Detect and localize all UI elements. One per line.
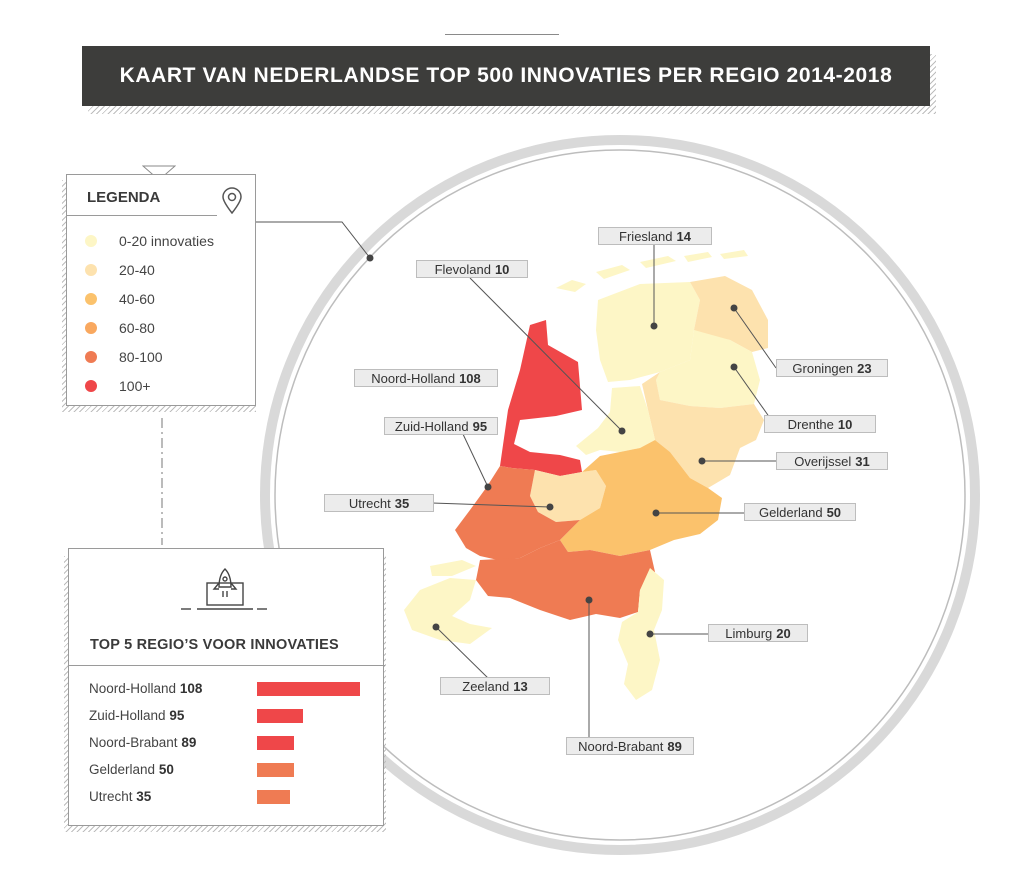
callout-zuid-holland: Zuid-Holland 95 [384,417,498,435]
legend-label: 60-80 [119,320,155,336]
legend-item: 60-80 [85,319,155,337]
legend-item: 100+ [85,377,151,395]
callout-noord-brabant: Noord-Brabant 89 [566,737,694,755]
callout-friesland: Friesland 14 [598,227,712,245]
legend-swatch [85,322,97,334]
region-gelderland [560,440,722,556]
top5-row: Utrecht 35 [89,789,151,807]
region-limburg [618,568,664,700]
top5-row: Gelderland 50 [89,762,174,780]
legend-connector [256,221,371,259]
callout-overijssel: Overijssel 31 [776,452,888,470]
legend-swatch [85,380,97,392]
top5-bar [257,709,303,723]
legend-divider [67,215,217,216]
callout-flevoland: Flevoland 10 [416,260,528,278]
legend-label: 40-60 [119,291,155,307]
legend-swatch [85,264,97,276]
top5-row-value: 89 [181,735,197,750]
region-noord-brabant [476,540,655,620]
top5-row-name: Noord-Brabant [89,735,178,750]
top5-bar [257,736,294,750]
top5-divider [69,665,385,666]
legend-label: 20-40 [119,262,155,278]
legend-label: 100+ [119,378,151,394]
callout-groningen: Groningen 23 [776,359,888,377]
map-circle-inner [274,149,966,841]
top5-row-name: Utrecht [89,789,133,804]
legend-item: 40-60 [85,290,155,308]
top5-row-value: 95 [169,708,185,723]
region-drenthe [656,330,760,408]
top5-row: Noord-Brabant 89 [89,735,196,753]
region-groningen [690,276,768,352]
top5-bar [257,790,290,804]
top5-row: Noord-Holland 108 [89,681,202,699]
legend-item: 0-20 innovaties [85,232,214,250]
island-terschelling [640,256,676,268]
island-goeree [430,560,476,576]
legend-label: 80-100 [119,349,163,365]
map-circle-frame [260,135,980,855]
legend-panel: LEGENDA 0-20 innovaties 20-40 40-60 60-80 80… [66,174,256,406]
top5-row: Zuid-Holland 95 [89,708,184,726]
top5-title: TOP 5 REGIO’S VOOR INNOVATIES [90,637,339,653]
legend-item: 80-100 [85,348,163,366]
region-zeeland [404,578,492,644]
map-pin-icon [222,187,242,215]
island-schiermonnikoog [720,250,748,259]
region-noord-holland [500,320,582,476]
top5-row-value: 50 [158,762,174,777]
callout-noord-holland: Noord-Holland 108 [354,369,498,387]
legend-label: 0-20 innovaties [119,233,214,249]
page-title: KAART VAN NEDERLANDSE TOP 500 INNOVATIES… [82,46,930,106]
callout-gelderland: Gelderland 50 [744,503,856,521]
island-vlieland [596,265,630,279]
legend-item: 20-40 [85,261,155,279]
top5-panel: TOP 5 REGIO’S VOOR INNOVATIES Noord-Holl… [68,548,385,826]
top5-row-value: 108 [179,681,203,696]
legend-swatch [85,351,97,363]
region-friesland [596,282,700,382]
callout-zeeland: Zeeland 13 [440,677,550,695]
rocket-laptop-icon [181,568,267,610]
region-flevoland [576,386,655,455]
legend-swatch [85,235,97,247]
title-top-rule [445,34,559,35]
island-ameland [684,252,712,262]
legend-title: LEGENDA [87,189,161,206]
region-overijssel [642,372,764,488]
top5-row-name: Noord-Holland [89,681,177,696]
legend-connector-dot [366,254,374,262]
top5-row-value: 35 [136,789,152,804]
legend-swatch [85,293,97,305]
callout-drenthe: Drenthe 10 [764,415,876,433]
top5-row-name: Zuid-Holland [89,708,166,723]
top5-bar [257,763,294,777]
top5-bar [257,682,360,696]
top5-row-name: Gelderland [89,762,156,777]
callout-limburg: Limburg 20 [708,624,808,642]
legend-notch [142,165,176,181]
island-texel-north [556,280,586,292]
callout-utrecht: Utrecht 35 [324,494,434,512]
